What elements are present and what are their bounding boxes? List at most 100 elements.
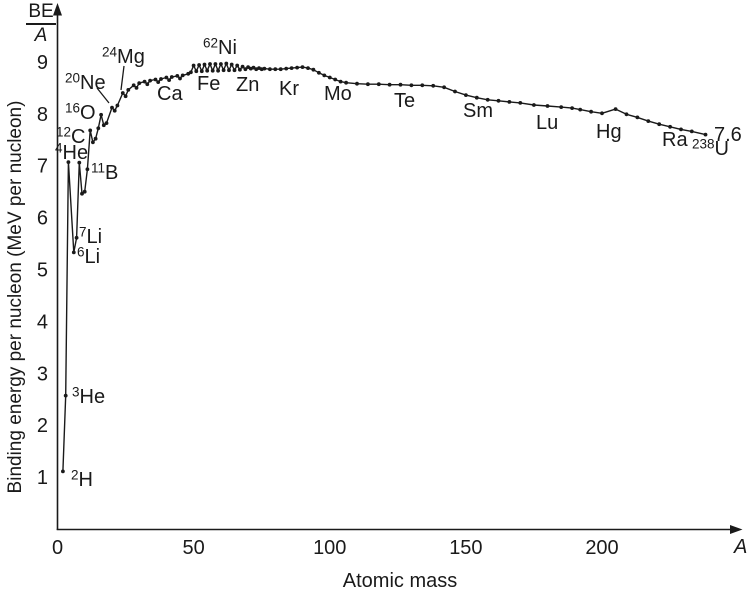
- data-point: [635, 115, 640, 120]
- data-point: [311, 67, 316, 72]
- data-point: [205, 68, 210, 73]
- data-point: [216, 68, 221, 73]
- data-point: [153, 77, 158, 82]
- data-point: [120, 91, 125, 95]
- data-point: [703, 132, 708, 137]
- data-point: [101, 123, 106, 128]
- y-tick-label: 7: [37, 156, 48, 178]
- isotope-label-3He: 3He: [72, 385, 105, 409]
- data-point: [229, 62, 234, 67]
- data-point: [126, 88, 131, 92]
- x-axis-title: Atomic mass: [342, 570, 458, 590]
- data-point: [66, 160, 71, 165]
- data-point: [243, 67, 248, 72]
- data-point: [164, 75, 169, 80]
- data-point: [175, 74, 180, 78]
- data-point: [77, 160, 82, 165]
- data-point: [112, 108, 117, 113]
- data-point: [219, 62, 223, 66]
- data-point: [210, 68, 215, 73]
- y-tick-label: 9: [37, 52, 48, 74]
- data-point: [689, 129, 694, 134]
- isotope-label-24Mg: 24Mg: [102, 45, 145, 69]
- x-axis-arrowhead: [730, 525, 743, 534]
- data-point: [134, 86, 139, 90]
- data-point: [199, 69, 204, 74]
- data-point: [376, 82, 381, 87]
- data-point: [327, 75, 332, 80]
- data-point: [317, 70, 321, 75]
- data-point: [80, 191, 84, 196]
- data-point: [668, 124, 672, 129]
- x-tick-label: 50: [183, 537, 205, 559]
- data-point: [333, 77, 338, 82]
- data-point: [284, 66, 289, 71]
- data-point: [235, 63, 240, 68]
- data-point: [613, 107, 618, 111]
- isotope-label-Hg: Hg: [596, 121, 622, 143]
- isotope-label-Ra: Ra: [662, 129, 688, 151]
- data-point: [131, 83, 136, 88]
- y-tick-label: 4: [37, 311, 48, 333]
- data-point: [104, 121, 109, 125]
- y-axis-title: Binding energy per nucleon (MeV per nucl…: [5, 100, 26, 494]
- data-point: [71, 250, 76, 255]
- data-point: [96, 126, 101, 131]
- data-point: [355, 81, 359, 86]
- isotope-label-7Li: 7Li: [79, 225, 102, 249]
- data-point: [278, 67, 283, 72]
- isotope-label-20Ne: 20Ne: [65, 71, 106, 95]
- data-point: [679, 127, 683, 132]
- data-point: [322, 73, 327, 78]
- data-point: [238, 67, 242, 72]
- isotope-label-Fe: Fe: [197, 73, 220, 95]
- data-point: [189, 70, 193, 75]
- x-tick-label: 150: [449, 537, 482, 559]
- data-point: [180, 73, 185, 78]
- data-point: [578, 107, 583, 112]
- data-point: [148, 78, 153, 83]
- y-axis-arrowhead: [53, 3, 62, 16]
- isotope-label-12C: 12C: [56, 125, 85, 149]
- data-point: [366, 82, 370, 87]
- data-point: [169, 75, 174, 79]
- y-tick-label: 3: [37, 363, 48, 385]
- data-point: [262, 66, 267, 71]
- data-point: [398, 82, 403, 87]
- y-tick-label: 8: [37, 104, 48, 126]
- x-axis-symbol: A: [734, 536, 748, 558]
- data-point: [240, 64, 245, 69]
- data-point: [99, 112, 103, 117]
- data-point: [387, 82, 392, 87]
- data-point: [344, 80, 348, 85]
- data-point: [646, 119, 651, 123]
- data-point: [338, 79, 343, 84]
- data-point: [224, 61, 229, 66]
- isotope-label-16O: 16O: [65, 101, 96, 125]
- data-point: [88, 128, 93, 133]
- isotope-label-238U: 238U: [692, 137, 729, 161]
- isotope-label-Zn: Zn: [236, 74, 259, 96]
- data-point: [431, 83, 436, 88]
- data-point: [227, 68, 231, 73]
- isotope-label-4He: 4He: [55, 141, 88, 165]
- data-point: [306, 66, 310, 70]
- data-point: [464, 93, 468, 97]
- data-point: [289, 66, 294, 70]
- data-point: [273, 67, 278, 72]
- data-point: [507, 100, 512, 104]
- data-point: [453, 89, 457, 94]
- data-point: [145, 82, 150, 87]
- x-tick-label: 0: [52, 537, 63, 559]
- data-point: [268, 67, 272, 72]
- y-tick-label: 5: [37, 260, 48, 282]
- data-point: [221, 68, 226, 73]
- data-point: [589, 109, 593, 114]
- isotope-label-Sm: Sm: [463, 100, 493, 122]
- y-tick-label: 1: [37, 467, 48, 489]
- y-axis-symbol-denominator: A: [34, 24, 48, 46]
- isotope-label-6Li: 6Li: [77, 245, 100, 269]
- data-point: [142, 79, 147, 84]
